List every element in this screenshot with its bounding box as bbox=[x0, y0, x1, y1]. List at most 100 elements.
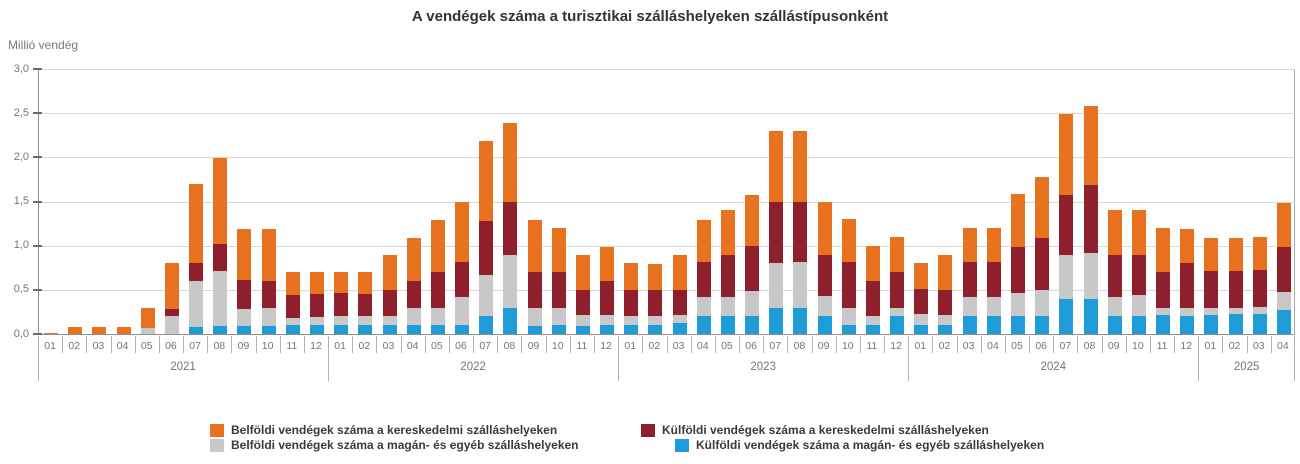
x-axis-month-label: 04 bbox=[696, 340, 709, 352]
bar-2022-04 bbox=[406, 237, 421, 334]
x-axis-month-tick bbox=[376, 336, 378, 353]
bar-2023-04 bbox=[696, 220, 711, 334]
y-axis-tick-label: 3,0 bbox=[13, 62, 29, 75]
bar-segment-belfoldi_kereskedelmi bbox=[1276, 203, 1291, 248]
bar-2023-01 bbox=[624, 263, 639, 334]
bar-2022-05 bbox=[430, 220, 445, 334]
x-axis-month-tick bbox=[1101, 336, 1103, 353]
bar-segment-kulfoldi_magan bbox=[817, 316, 832, 334]
bar-segment-kulfoldi_kereskedelmi bbox=[817, 254, 832, 297]
x-axis-month-tick bbox=[110, 336, 112, 353]
bar-2021-06 bbox=[164, 263, 179, 334]
bar-segment-belfoldi_kereskedelmi bbox=[914, 262, 929, 290]
x-axis-month-tick bbox=[956, 336, 958, 353]
bar-segment-kulfoldi_kereskedelmi bbox=[237, 280, 252, 310]
bar-segment-belfoldi_magan bbox=[986, 296, 1001, 317]
bar-segment-kulfoldi_kereskedelmi bbox=[309, 294, 324, 318]
bar-segment-kulfoldi_magan bbox=[865, 325, 880, 334]
y-axis-tick-label: 0,0 bbox=[13, 327, 29, 340]
x-axis-month-label: 08 bbox=[793, 340, 806, 352]
bar-2024-03 bbox=[962, 227, 977, 334]
bar-2023-03 bbox=[672, 255, 687, 334]
bar-2024-05 bbox=[1011, 194, 1025, 334]
x-axis-month-label: 04 bbox=[116, 340, 129, 352]
x-axis-month-label: 01 bbox=[1204, 340, 1217, 352]
bar-segment-belfoldi_magan bbox=[213, 271, 228, 327]
bar-segment-kulfoldi_magan bbox=[672, 323, 687, 334]
bar-segment-kulfoldi_kereskedelmi bbox=[382, 289, 397, 316]
x-axis-month-tick bbox=[980, 336, 982, 353]
bar-segment-belfoldi_magan bbox=[575, 314, 590, 327]
bar-2022-10 bbox=[551, 228, 566, 334]
x-axis-month-label: 11 bbox=[576, 340, 588, 352]
x-axis-month-label: 07 bbox=[1059, 340, 1072, 352]
bar-segment-kulfoldi_kereskedelmi bbox=[1276, 247, 1291, 293]
legend-item-kulfoldi-magan: Külföldi vendégek száma a magán- és egyé… bbox=[675, 438, 1044, 452]
bar-segment-kulfoldi_kereskedelmi bbox=[575, 289, 590, 315]
bar-2025-01 bbox=[1204, 237, 1219, 334]
bar-segment-belfoldi_kereskedelmi bbox=[334, 272, 349, 293]
bar-segment-belfoldi_magan bbox=[382, 315, 397, 326]
bar-2023-09 bbox=[817, 202, 832, 334]
x-axis-month-tick bbox=[158, 336, 160, 353]
x-axis-month-tick bbox=[1053, 336, 1055, 353]
x-axis-month-label: 07 bbox=[189, 340, 201, 352]
x-axis-year-label: 2022 bbox=[460, 361, 486, 373]
x-axis-month-label: 12 bbox=[1180, 340, 1193, 352]
x-axis-month-tick bbox=[835, 336, 837, 353]
x-axis-month-label: 01 bbox=[914, 340, 927, 352]
x-axis-month-label: 02 bbox=[1228, 340, 1241, 352]
bar-segment-belfoldi_kereskedelmi bbox=[116, 326, 131, 334]
y-axis-tick-mark bbox=[33, 244, 42, 247]
bar-segment-kulfoldi_kereskedelmi bbox=[213, 243, 228, 272]
x-axis-month-label: 06 bbox=[1035, 340, 1048, 352]
x-axis-month-tick bbox=[424, 336, 426, 353]
x-axis-month-tick bbox=[593, 336, 595, 353]
x-axis-month-label: 06 bbox=[745, 340, 757, 352]
bar-segment-kulfoldi_magan bbox=[189, 326, 204, 334]
bar-segment-belfoldi_kereskedelmi bbox=[68, 326, 83, 334]
x-axis-month-tick bbox=[859, 336, 861, 353]
x-axis-month-label: 01 bbox=[334, 340, 346, 352]
bar-2022-03 bbox=[382, 255, 397, 334]
bar-segment-belfoldi_magan bbox=[817, 296, 832, 317]
bar-segment-kulfoldi_magan bbox=[890, 316, 905, 334]
x-axis-month-label: 05 bbox=[140, 340, 153, 352]
bar-segment-belfoldi_magan bbox=[479, 274, 494, 317]
legend-item-belfoldi-magan: Belföldi vendégek száma a magán- és egyé… bbox=[210, 438, 579, 452]
bar-segment-kulfoldi_magan bbox=[745, 316, 760, 334]
bar-2024-02 bbox=[938, 254, 953, 334]
x-axis-month-tick bbox=[255, 336, 257, 353]
bar-segment-belfoldi_kereskedelmi bbox=[1156, 228, 1171, 273]
bar-segment-belfoldi_kereskedelmi bbox=[1252, 236, 1267, 271]
bar-segment-kulfoldi_kereskedelmi bbox=[358, 294, 373, 316]
bar-segment-belfoldi_magan bbox=[140, 327, 155, 334]
bar-segment-kulfoldi_kereskedelmi bbox=[1180, 263, 1195, 308]
x-axis-month-tick bbox=[690, 336, 692, 353]
x-axis-month-tick bbox=[642, 336, 644, 353]
x-axis-month-tick bbox=[1246, 336, 1248, 353]
x-axis-month-label: 08 bbox=[213, 340, 226, 352]
bar-segment-belfoldi_magan bbox=[406, 308, 421, 326]
x-axis-month-tick bbox=[62, 336, 64, 353]
legend-swatch-kulfoldi-magan bbox=[675, 438, 689, 452]
bar-segment-kulfoldi_kereskedelmi bbox=[745, 245, 760, 291]
bar-segment-belfoldi_magan bbox=[624, 316, 639, 326]
bar-segment-kulfoldi_magan bbox=[720, 316, 735, 334]
x-axis-month-tick bbox=[303, 336, 305, 353]
x-axis-month-label: 09 bbox=[237, 340, 250, 352]
x-axis-month-label: 06 bbox=[165, 340, 177, 352]
bar-2024-10 bbox=[1131, 210, 1146, 334]
bar-2023-06 bbox=[745, 194, 760, 334]
bar-segment-belfoldi_kereskedelmi bbox=[527, 220, 542, 273]
bar-segment-kulfoldi_kereskedelmi bbox=[624, 289, 639, 317]
x-axis-month-tick bbox=[787, 336, 789, 353]
bar-segment-belfoldi_magan bbox=[648, 316, 663, 326]
legend-swatch-belfoldi-magan bbox=[210, 438, 224, 452]
bar-2021-04 bbox=[116, 326, 131, 334]
bar-segment-belfoldi_kereskedelmi bbox=[696, 220, 711, 263]
bar-2021-05 bbox=[140, 308, 155, 334]
x-axis-year-separator bbox=[1294, 336, 1295, 381]
bar-segment-kulfoldi_kereskedelmi bbox=[455, 262, 470, 297]
